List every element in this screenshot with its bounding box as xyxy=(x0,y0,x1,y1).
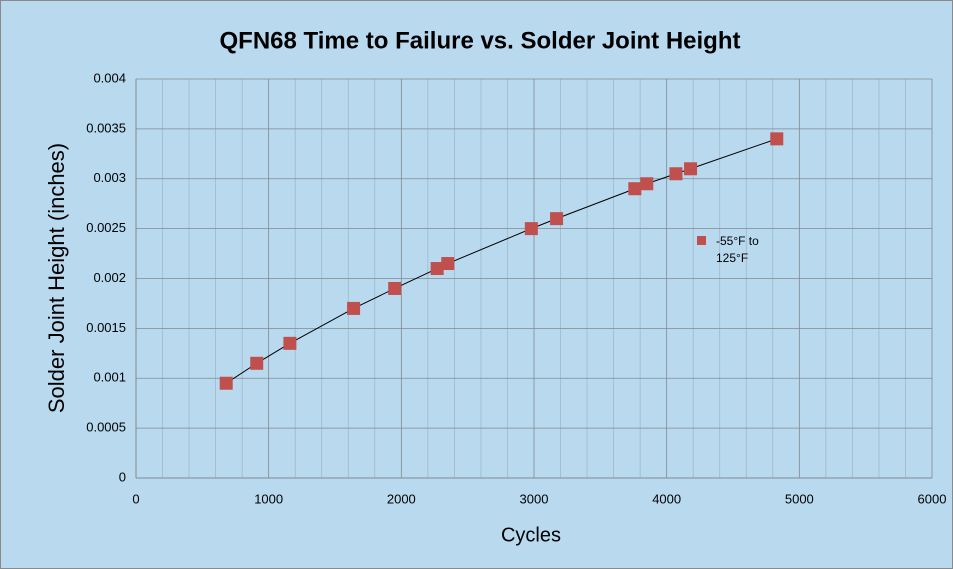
x-tick-label: 6000 xyxy=(918,491,947,506)
x-tick-label: 5000 xyxy=(785,491,814,506)
data-point xyxy=(250,356,264,370)
y-tick-label: 0.0035 xyxy=(86,120,126,135)
y-tick-label: 0 xyxy=(119,469,126,484)
y-tick-label: 0.001 xyxy=(93,370,126,385)
y-tick-label: 0.004 xyxy=(93,70,126,85)
data-point xyxy=(628,182,642,196)
data-point xyxy=(550,212,564,226)
x-tick-label: 0 xyxy=(132,491,139,506)
x-tick-label: 4000 xyxy=(652,491,681,506)
y-axis-label: Solder Joint Height (inches) xyxy=(44,143,69,413)
data-point xyxy=(669,167,683,181)
y-tick-label: 0.002 xyxy=(93,270,126,285)
data-point xyxy=(388,281,402,295)
chart-title: QFN68 Time to Failure vs. Solder Joint H… xyxy=(220,27,741,54)
y-tick-label: 0.0015 xyxy=(86,320,126,335)
data-point xyxy=(219,376,233,390)
y-tick-label: 0.0005 xyxy=(86,420,126,435)
data-point xyxy=(770,132,784,146)
legend-marker xyxy=(697,236,706,245)
y-tick-label: 0.0025 xyxy=(86,220,126,235)
data-point xyxy=(347,301,361,315)
x-tick-label: 1000 xyxy=(254,491,283,506)
data-point xyxy=(283,336,297,350)
data-point xyxy=(524,222,538,236)
x-tick-label: 2000 xyxy=(387,491,416,506)
legend-label: -55°F to 125°F xyxy=(716,234,759,265)
data-point xyxy=(430,262,444,276)
x-axis-label: Cycles xyxy=(501,524,561,546)
data-point xyxy=(640,177,654,191)
y-tick-label: 0.003 xyxy=(93,170,126,185)
data-point xyxy=(684,162,698,176)
data-point xyxy=(441,257,455,271)
x-tick-label: 3000 xyxy=(520,491,549,506)
